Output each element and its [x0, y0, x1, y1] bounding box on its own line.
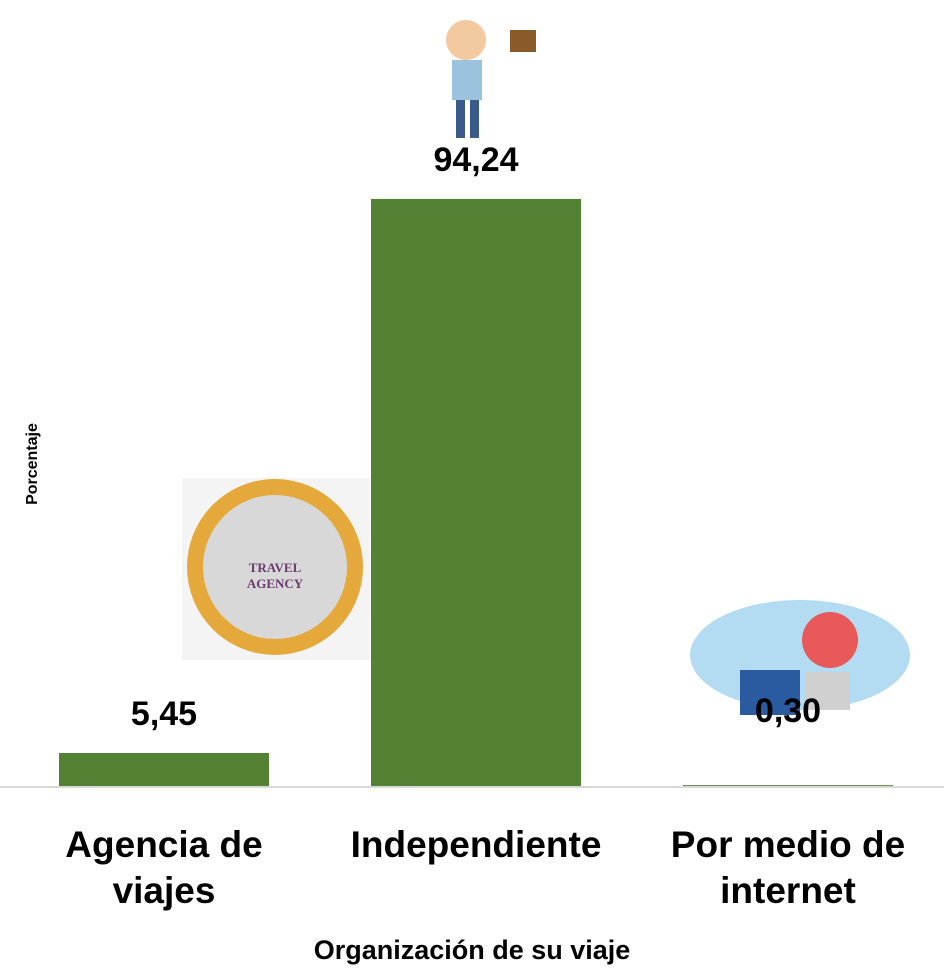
bar	[371, 198, 581, 788]
value-label: 5,45	[130, 694, 198, 733]
value-label: 94,24	[433, 140, 519, 179]
y-axis-title: Porcentaje	[24, 423, 41, 505]
illustration-online	[688, 585, 913, 717]
value-label: 0,30	[754, 692, 822, 731]
svg-text:TRAVEL: TRAVEL	[249, 560, 302, 575]
bar	[59, 752, 269, 787]
x-tick-label: Independiente	[350, 824, 602, 865]
x-tick-label: Por medio de internet	[670, 824, 906, 911]
x-axis-title: Organización de su viaje	[313, 935, 631, 965]
svg-text:AGENCY: AGENCY	[247, 576, 304, 591]
illustration-person	[446, 20, 536, 138]
x-tick-label: Agencia de viajes	[65, 824, 263, 911]
illustration-travel-agency: TRAVEL AGENCY	[182, 478, 370, 660]
